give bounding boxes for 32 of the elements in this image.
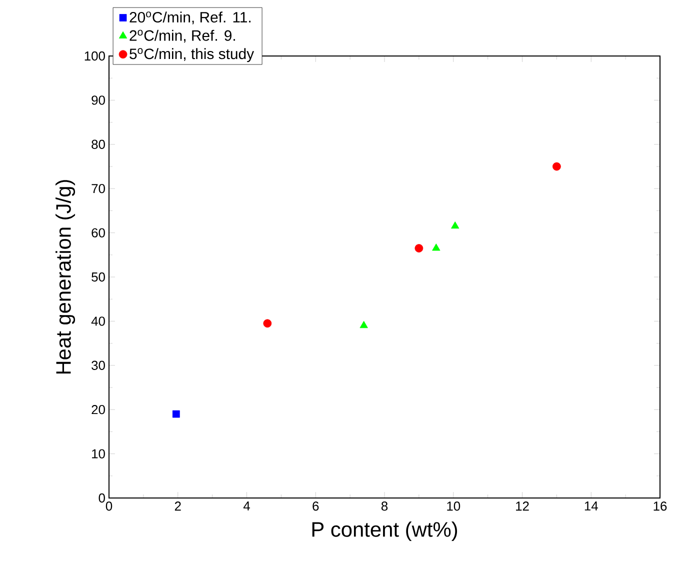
point	[552, 162, 561, 171]
x-tick-label: 10	[447, 502, 460, 511]
legend-label: 5$^{o}$C/min, this study	[130, 48, 254, 62]
x-tick-label: 4	[243, 502, 250, 510]
y-tick-label: 50	[92, 272, 105, 282]
y-tick-label: 20	[92, 405, 105, 414]
point	[414, 244, 424, 252]
point	[360, 320, 368, 328]
x-tick-label: 8	[381, 502, 388, 511]
point	[432, 244, 440, 251]
point	[172, 410, 180, 418]
y-tick-label: 10	[92, 449, 105, 458]
y-tick-label: 30	[92, 360, 105, 370]
x-tick-label: 14	[584, 502, 598, 510]
x-axis-title: P content (wt%)	[312, 522, 458, 542]
point	[451, 221, 460, 229]
x-tick-label: 0	[106, 502, 112, 511]
y-tick-label: 40	[91, 316, 105, 326]
y-tick-label: 100	[84, 51, 105, 61]
y-tick-label: 80	[92, 140, 105, 149]
x-tick-label: 6	[312, 502, 319, 511]
legend-label: 20$^{o}$C/min, Ref. 11.	[130, 12, 251, 24]
x-tick-label: 12	[516, 502, 529, 511]
x-tick-label: 2	[174, 502, 181, 511]
y-tick-label: 90	[92, 96, 105, 105]
y-tick-label: 60	[92, 228, 105, 238]
y-axis-title: Heat generation (J/g)	[56, 180, 76, 374]
legend-label: 2$^{o}$C/min, Ref. 9.	[130, 30, 235, 43]
y-tick-label: 70	[92, 184, 105, 194]
y-tick-label: 0	[98, 493, 105, 503]
x-tick-label: 16	[654, 502, 667, 511]
point	[263, 319, 272, 328]
